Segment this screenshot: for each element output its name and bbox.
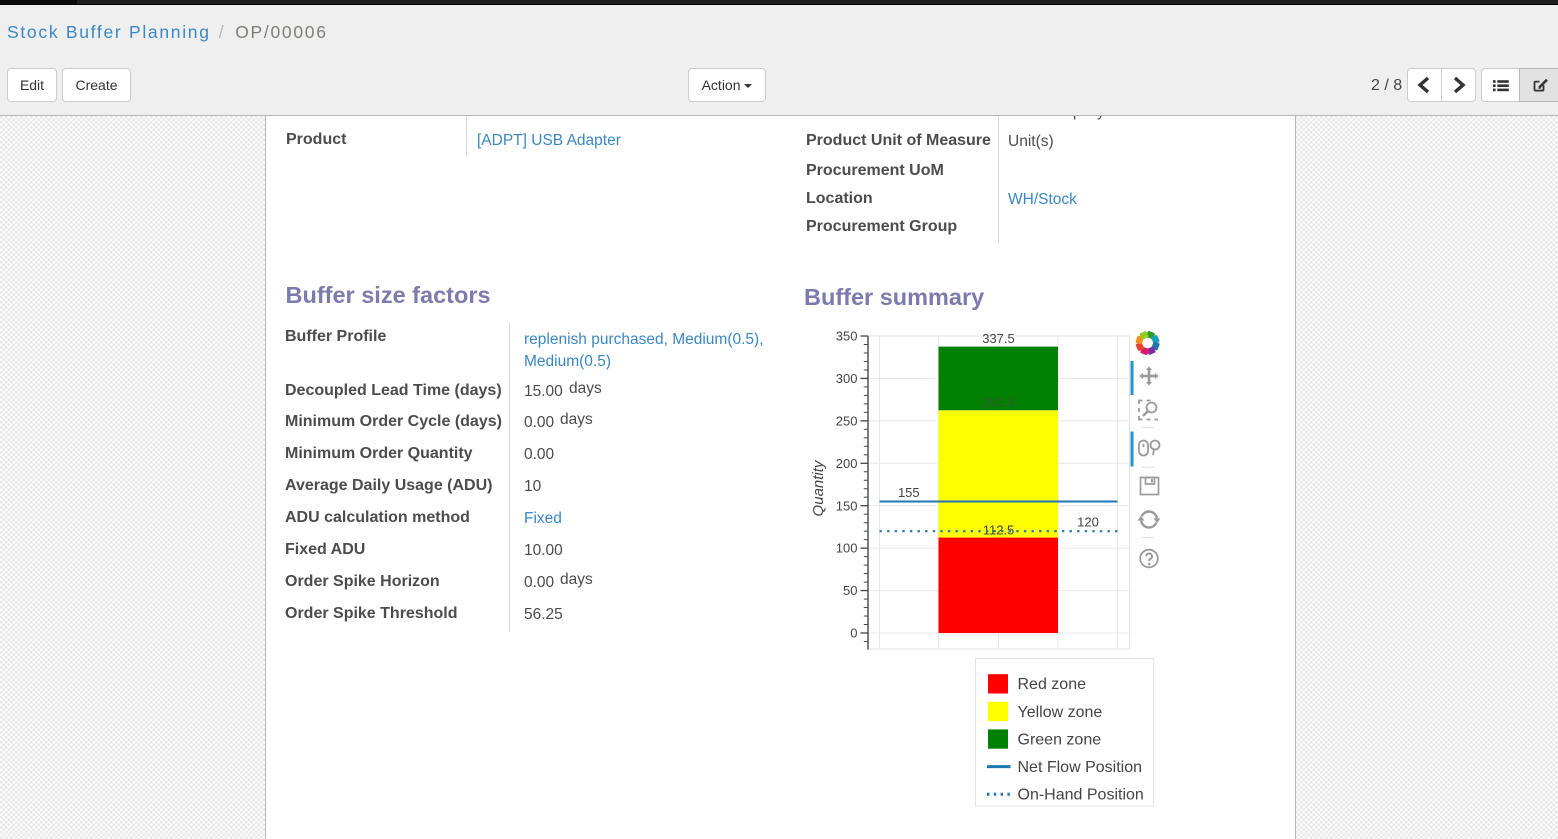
svg-text:250: 250 <box>836 414 858 429</box>
svg-text:Yellow zone: Yellow zone <box>1018 704 1103 721</box>
svg-text:300: 300 <box>836 371 858 386</box>
svg-text:155: 155 <box>898 485 920 500</box>
svg-text:337.5: 337.5 <box>982 331 1015 346</box>
svg-text:50: 50 <box>843 583 857 598</box>
svg-text:200: 200 <box>836 456 858 471</box>
svg-text:Green zone: Green zone <box>1018 731 1102 748</box>
svg-text:100: 100 <box>836 541 858 556</box>
svg-text:350: 350 <box>836 329 858 344</box>
svg-text:Quantity: Quantity <box>810 459 827 516</box>
svg-text:Red zone: Red zone <box>1018 676 1087 693</box>
svg-text:262.5: 262.5 <box>982 395 1015 410</box>
svg-text:Net Flow Position: Net Flow Position <box>1018 759 1143 776</box>
svg-text:112.5: 112.5 <box>983 522 1015 537</box>
svg-text:120: 120 <box>1077 515 1099 530</box>
svg-text:150: 150 <box>836 498 858 513</box>
svg-text:0: 0 <box>850 626 857 641</box>
svg-text:On-Hand Position: On-Hand Position <box>1018 787 1144 804</box>
